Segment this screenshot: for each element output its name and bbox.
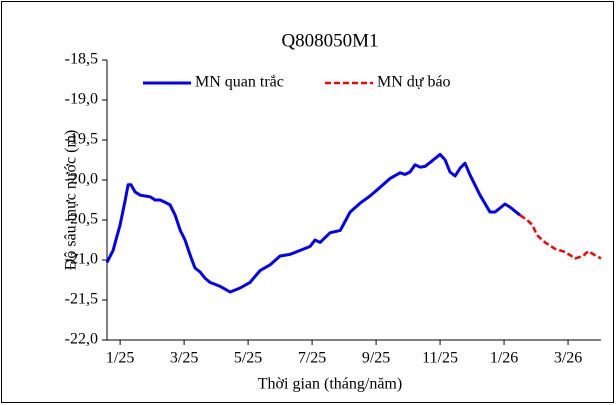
y-tick-label: -19,0	[65, 91, 98, 108]
x-axis-label: Thời gian (tháng/năm)	[258, 376, 402, 393]
series-line	[519, 214, 602, 260]
x-tick-label: 3/26	[554, 350, 582, 367]
legend-label: MN dự báo	[377, 74, 451, 91]
x-tick-label: 11/25	[422, 350, 458, 367]
y-tick-label: -20,0	[65, 171, 98, 188]
y-tick-label: -20,5	[65, 211, 98, 228]
x-tick-label: 1/26	[490, 350, 518, 367]
chart-title: Q808050M1	[281, 30, 378, 51]
x-tick-label: 7/25	[298, 350, 326, 367]
x-tick-label: 3/25	[170, 350, 198, 367]
y-tick-label: -21,0	[65, 251, 98, 268]
series-line	[105, 152, 521, 294]
legend-label: MN quan trắc	[195, 74, 284, 91]
y-tick-label: -22,0	[65, 331, 98, 348]
y-tick-label: -19,5	[65, 131, 98, 148]
y-tick-label: -21,5	[65, 291, 98, 308]
y-axis-label: Độ sâu mực nước (m)	[63, 130, 80, 270]
x-tick-label: 9/25	[362, 350, 390, 367]
y-tick-label: -18,5	[65, 51, 98, 68]
x-tick-label: 5/25	[234, 350, 262, 367]
x-tick-label: 1/25	[106, 350, 134, 367]
